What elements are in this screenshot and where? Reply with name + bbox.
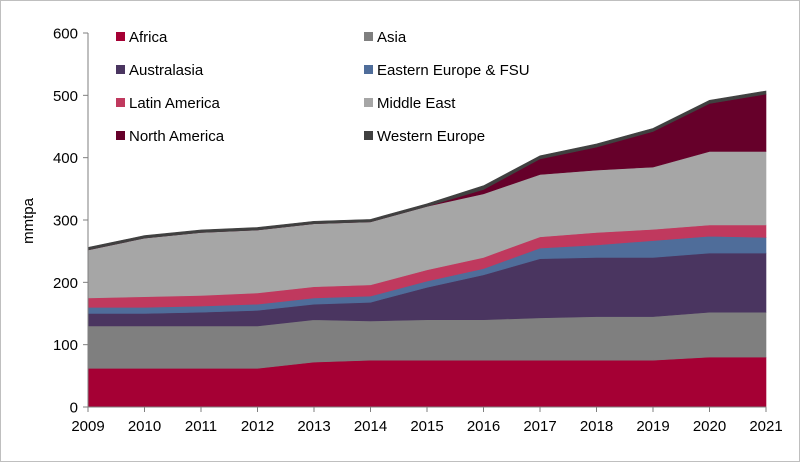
y-tick-label: 500 [53,88,78,105]
legend-swatch [364,32,373,41]
axis-lines-layer: 0 100 200 300 400 500 600 2009 2010 2011 2012 2013 2… [53,26,783,436]
legend-swatch [116,98,125,107]
legend-swatch [364,65,373,74]
legend-item-australasia: Australasia [116,62,204,79]
y-axis-label: mmtpa [20,197,37,244]
x-tick-label: 2009 [71,418,104,435]
x-tick-label: 2017 [523,418,556,435]
y-tick-label: 400 [53,150,78,167]
y-tick-label: 300 [53,213,78,230]
legend-item-western-europe: Western Europe [364,128,485,145]
x-tick-label: 2010 [128,418,161,435]
x-tick-label: 2018 [580,418,613,435]
x-tick-label: 2014 [354,418,387,435]
x-tick-label: 2015 [410,418,443,435]
x-tick-label: 2016 [467,418,500,435]
legend-swatch [116,32,125,41]
legend-swatch [364,131,373,140]
legend-label: Middle East [377,95,456,112]
legend-label: North America [129,128,225,145]
x-tick-label: 2012 [241,418,274,435]
legend-item-middle-east: Middle East [364,95,456,112]
legend-label: Eastern Europe & FSU [377,62,530,79]
y-tick-label: 600 [53,26,78,43]
legend-swatch [116,65,125,74]
legend-item-asia: Asia [364,29,407,46]
areas-layer [87,90,767,408]
legend-item-latin-america: Latin America [116,95,221,112]
legend-item-eastern-europe-and-fsu: Eastern Europe & FSU [364,62,530,79]
legend-label: Asia [377,29,407,46]
legend-swatch [116,131,125,140]
legend-label: Australasia [129,62,204,79]
x-tick-label: 2020 [693,418,726,435]
y-tick-label: 200 [53,275,78,292]
legend-label: Africa [129,29,168,46]
x-tick-label: 2011 [185,418,217,435]
y-tick-label: 100 [53,337,78,354]
x-tick-label: 2019 [636,418,669,435]
x-tick-label: 2013 [297,418,330,435]
y-tick-label: 0 [70,400,78,417]
x-tick-label: 2021 [749,418,782,435]
area-western-europe [87,90,767,251]
legend-label: Latin America [129,95,221,112]
legend-item-north-america: North America [116,128,225,145]
legend: Africa Asia Australasia Eastern Europe & FS… [116,29,530,145]
legend-label: Western Europe [377,128,485,145]
legend-item-africa: Africa [116,29,168,46]
legend-swatch [364,98,373,107]
